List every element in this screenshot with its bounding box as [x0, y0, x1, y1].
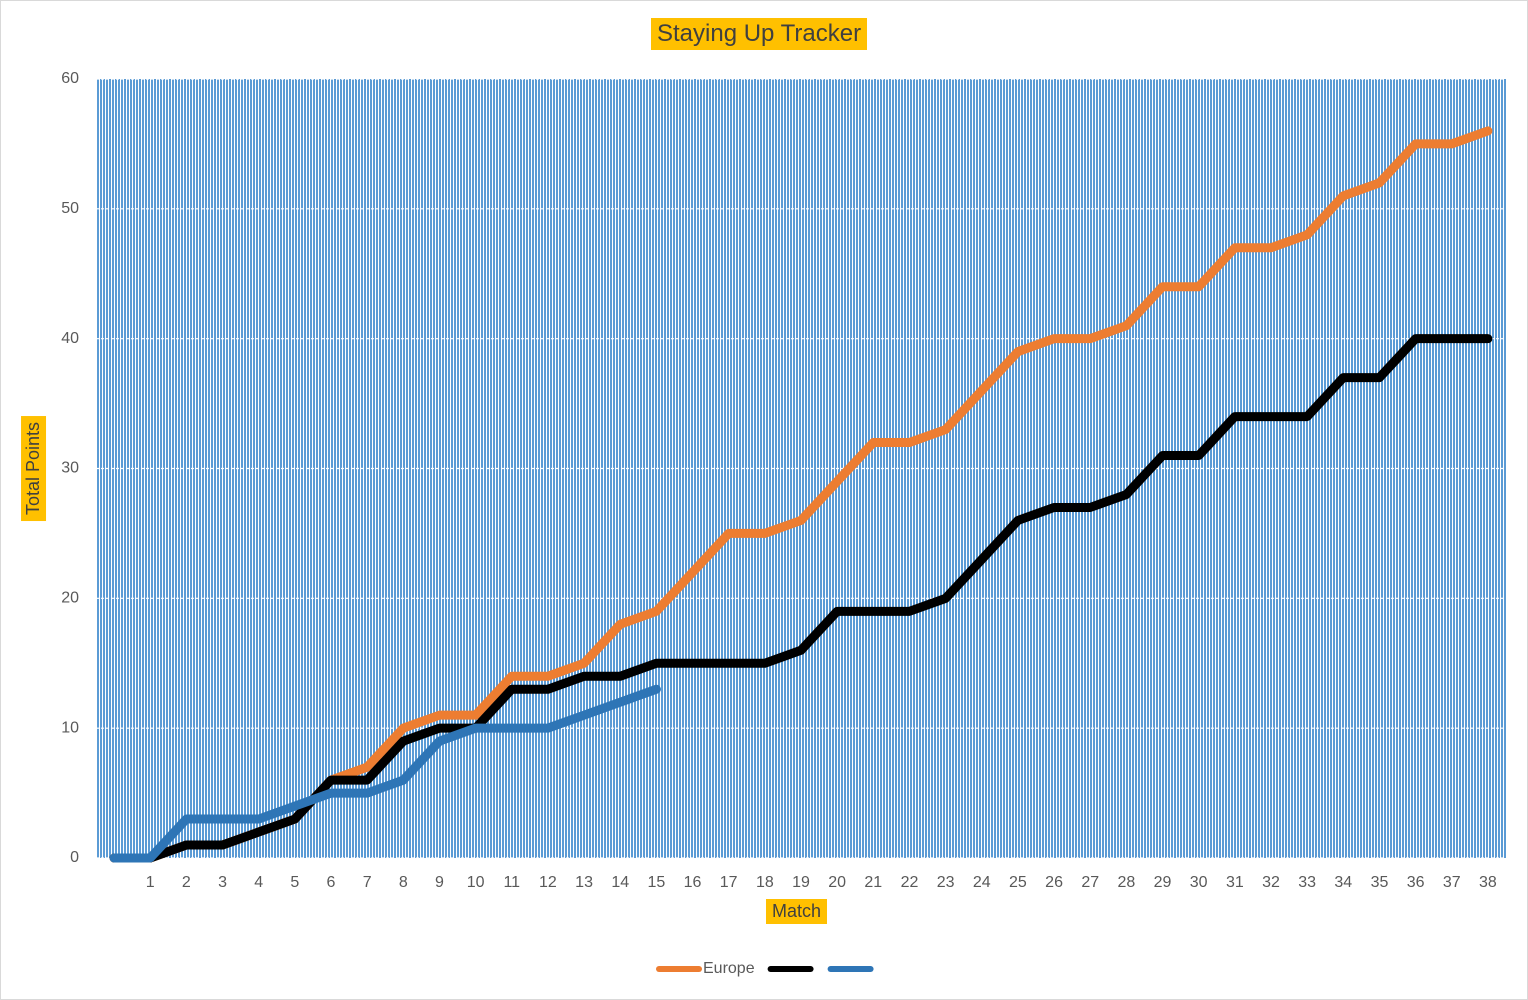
x-tick-label: 1 [146, 874, 155, 891]
x-tick-label: 26 [1045, 874, 1063, 891]
series-line [109, 334, 1493, 863]
x-tick-label: 21 [864, 874, 882, 891]
x-tick-label: 8 [399, 874, 408, 891]
y-tick-label: 30 [61, 460, 79, 477]
x-tick-label: 16 [684, 874, 702, 891]
y-axis-title: Total Points [21, 415, 47, 522]
x-tick-label: 22 [901, 874, 919, 891]
chart-title: Staying Up Tracker [651, 18, 868, 50]
x-tick-label: 13 [575, 874, 593, 891]
y-tick-label: 50 [61, 200, 79, 217]
x-tick-label: 32 [1262, 874, 1280, 891]
x-tick-label: 10 [467, 874, 485, 891]
x-tick-label: 2 [182, 874, 191, 891]
x-tick-label: 29 [1154, 874, 1172, 891]
x-tick-label: 27 [1081, 874, 1099, 891]
x-tick-label: 18 [756, 874, 774, 891]
x-tick-label: 20 [828, 874, 846, 891]
y-tick-label: 20 [61, 590, 79, 607]
series-line [109, 684, 661, 863]
x-tick-label: 4 [254, 874, 263, 891]
x-tick-label: 15 [647, 874, 665, 891]
x-tick-label: 14 [611, 874, 629, 891]
x-tick-label: 34 [1334, 874, 1352, 891]
x-tick-label: 30 [1190, 874, 1208, 891]
x-tick-label: 7 [363, 874, 372, 891]
x-axis-title: Match [766, 899, 828, 924]
y-tick-label: 10 [61, 719, 79, 736]
x-tick-label: 24 [973, 874, 991, 891]
x-tick-label: 25 [1009, 874, 1027, 891]
x-tick-label: 3 [218, 874, 227, 891]
x-tick-label: 17 [720, 874, 738, 891]
y-tick-label: 60 [61, 70, 79, 87]
x-tick-label: 37 [1443, 874, 1461, 891]
x-tick-label: 11 [503, 874, 520, 891]
y-tick-label: 40 [61, 330, 79, 347]
x-tick-label: 36 [1407, 874, 1425, 891]
x-tick-label: 5 [290, 874, 299, 891]
y-tick-label: 0 [70, 849, 79, 866]
x-tick-label: 6 [327, 874, 336, 891]
x-tick-label: 38 [1479, 874, 1497, 891]
x-tick-label: 12 [539, 874, 557, 891]
x-tick-label: 33 [1298, 874, 1316, 891]
x-tick-label: 28 [1117, 874, 1135, 891]
x-tick-label: 19 [792, 874, 810, 891]
x-tick-label: 9 [435, 874, 444, 891]
x-tick-label: 23 [937, 874, 955, 891]
x-tick-label: 35 [1371, 874, 1389, 891]
x-tick-label: 31 [1226, 874, 1244, 891]
legend-label: Europe [703, 960, 755, 977]
